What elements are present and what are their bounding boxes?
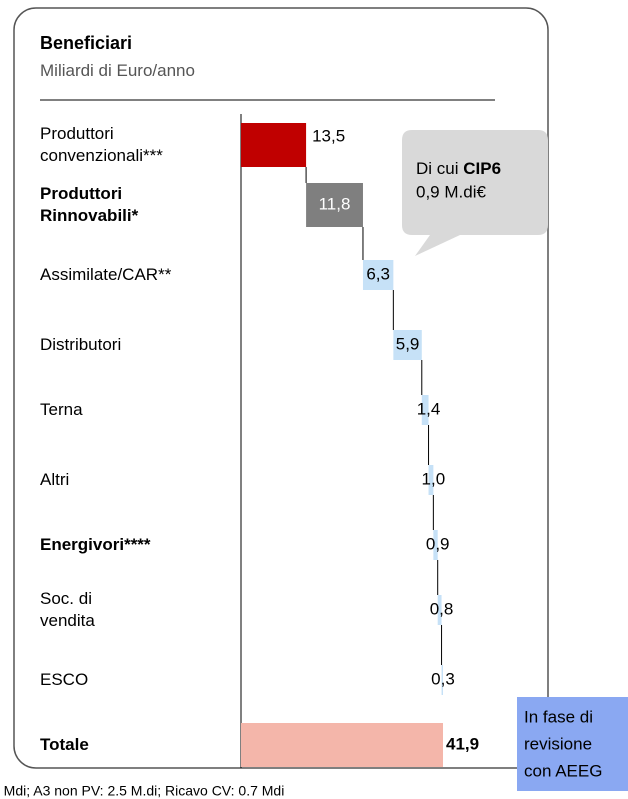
bar bbox=[241, 723, 443, 767]
value-label: 5,9 bbox=[396, 334, 420, 353]
category-label: Soc. di vendita bbox=[40, 589, 95, 630]
category-label: Distributori bbox=[40, 335, 122, 354]
note-text: con AEEG bbox=[524, 761, 602, 780]
bar bbox=[441, 665, 443, 695]
category-label: Produttori convenzionali*** bbox=[40, 124, 163, 165]
bar bbox=[306, 183, 363, 227]
value-label: 13,5 bbox=[312, 126, 345, 145]
bar bbox=[421, 395, 429, 425]
value-label: 1,4 bbox=[417, 399, 441, 418]
category-label: Altri bbox=[40, 470, 70, 489]
value-label: 11,8 bbox=[319, 194, 351, 213]
category-label: Energivori**** bbox=[40, 535, 151, 554]
bar bbox=[428, 465, 434, 495]
subtitle: Miliardi di Euro/anno bbox=[40, 61, 195, 80]
value-label: 6,3 bbox=[366, 264, 390, 283]
footer: 6 Mdi; A3 non PV: 2.5 M.di; Ricavo CV: 0… bbox=[0, 783, 284, 799]
bar bbox=[433, 530, 438, 560]
callout-bubble bbox=[402, 130, 548, 256]
note-box bbox=[517, 697, 628, 791]
value-label: 0,8 bbox=[430, 599, 454, 618]
bar bbox=[437, 595, 442, 625]
category-label: Totale bbox=[40, 735, 89, 754]
value-label: 41,9 bbox=[446, 734, 479, 753]
value-label: 0,3 bbox=[431, 669, 455, 688]
bar bbox=[241, 123, 307, 167]
callout-text: Di cui CIP6 bbox=[416, 159, 501, 178]
callout-text: 0,9 M.di€ bbox=[416, 182, 486, 201]
category-label: Produttori Rinnovabili* bbox=[40, 184, 139, 225]
value-label: 0,9 bbox=[426, 534, 450, 553]
note-text: In fase di bbox=[524, 707, 593, 726]
bar bbox=[393, 330, 422, 360]
note-text: revisione bbox=[524, 734, 592, 753]
bar bbox=[362, 260, 394, 290]
title: Beneficiari bbox=[40, 33, 133, 53]
category-label: ESCO bbox=[40, 670, 89, 689]
category-label: Terna bbox=[40, 400, 83, 419]
frame bbox=[13, 7, 549, 769]
value-label: 1,0 bbox=[422, 469, 446, 488]
category-label: Assimilate/CAR** bbox=[40, 265, 172, 284]
